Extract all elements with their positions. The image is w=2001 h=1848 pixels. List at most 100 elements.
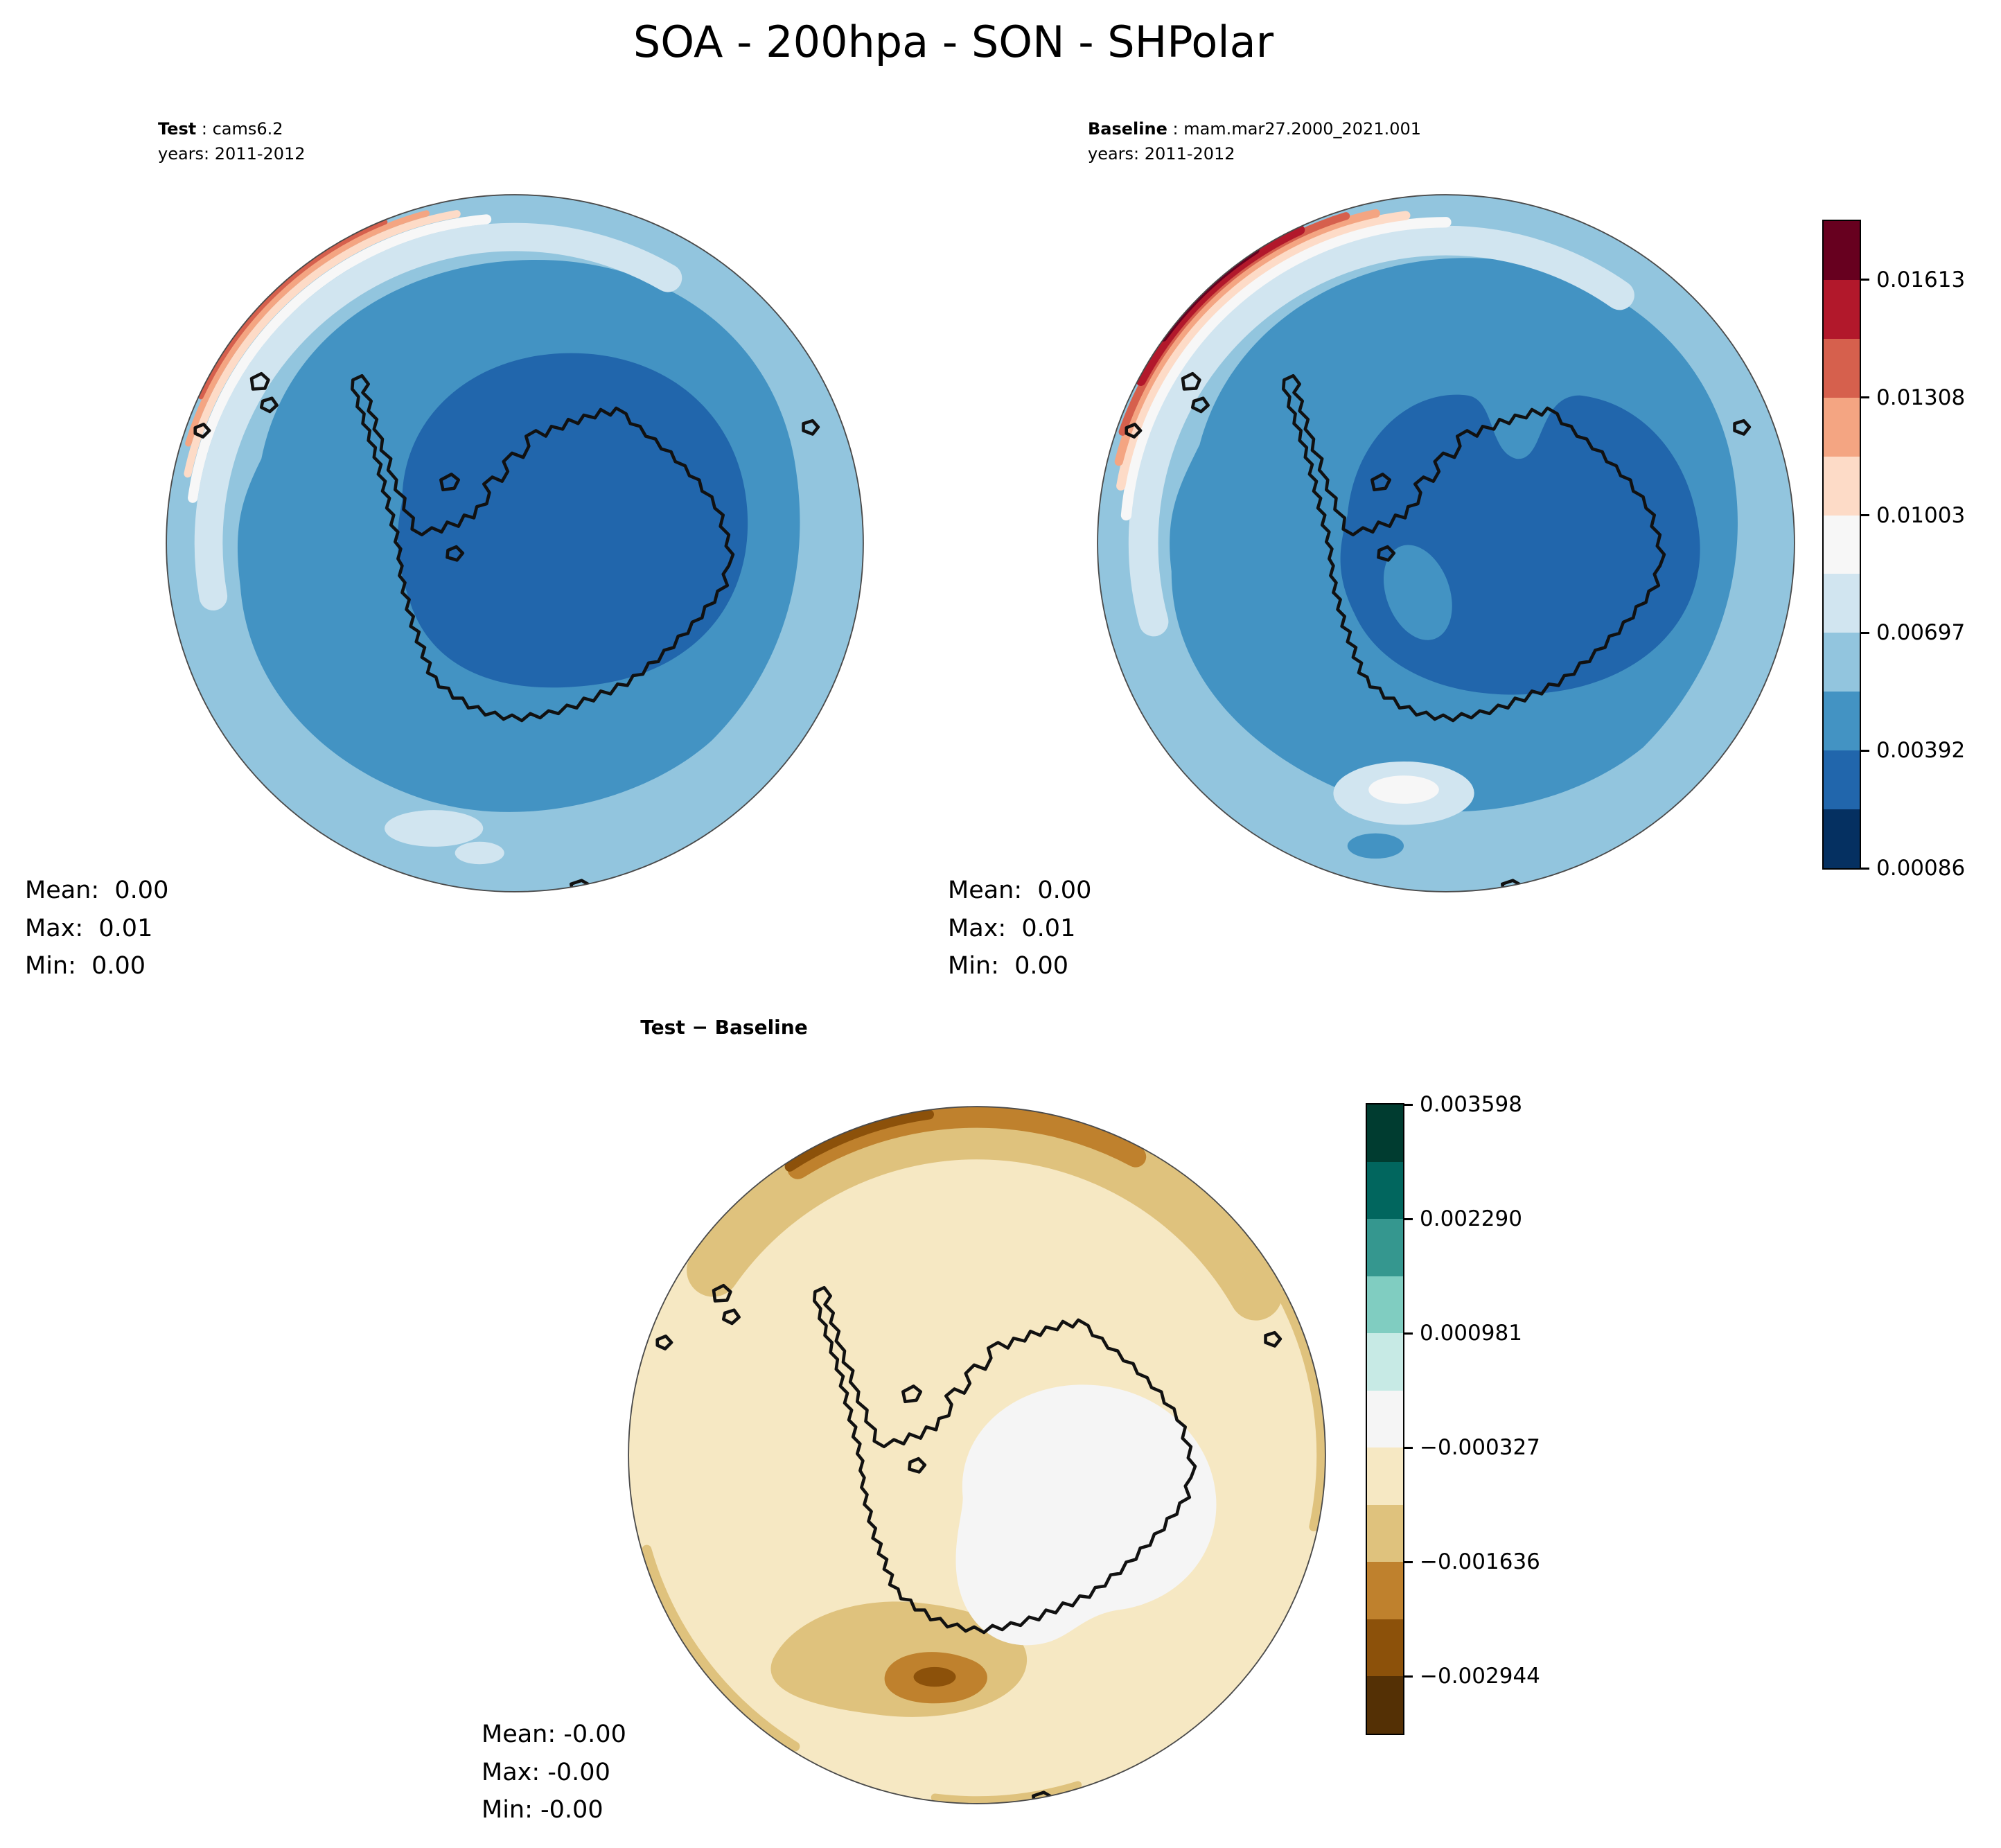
contour-medium-spot-bottom (1347, 833, 1404, 859)
tick-mark (1404, 1332, 1413, 1335)
contour-dark-blue-core (397, 353, 748, 688)
contour-rim-tan-right (1276, 1289, 1325, 1531)
tick-label: −0.000327 (1420, 1435, 1540, 1461)
tick-label: 0.00392 (1876, 738, 1966, 764)
diff-map (628, 1106, 1326, 1804)
colorbar-segment (1824, 750, 1860, 810)
tick-mark (1861, 631, 1869, 634)
diff-stat-min: Min: -0.00 (482, 1796, 603, 1824)
tick-label: −0.001636 (1420, 1549, 1540, 1575)
diff-map-contours (628, 1107, 1325, 1804)
tick-label: 0.01003 (1876, 502, 1966, 528)
colorbar-segment (1824, 397, 1860, 457)
colorbar-segment (1824, 338, 1860, 398)
colorbar-segment (1367, 1619, 1403, 1677)
colorbar-segment (1367, 1676, 1403, 1734)
baseline-stat-min: Min: 0.00 (948, 952, 1069, 980)
colorbar-main-track (1824, 221, 1860, 868)
test-map (166, 194, 864, 892)
contour-rim-brown-top (787, 1107, 1147, 1179)
tick-label: 0.002290 (1420, 1206, 1522, 1232)
contour-white-region (955, 1384, 1217, 1646)
tick-mark (1404, 1560, 1413, 1563)
tick-label: 0.00697 (1876, 620, 1966, 646)
colorbar-segment (1824, 574, 1860, 633)
contour-rim-tan-lowerleft (642, 1545, 800, 1752)
colorbar-segment (1367, 1447, 1403, 1505)
colorbar-segment (1367, 1390, 1403, 1448)
contour-rim-pale (194, 222, 682, 611)
contour-rim-white (188, 214, 492, 503)
contour-pale-spot-2 (455, 841, 504, 865)
contour-rim-pink (184, 210, 461, 478)
tick-label: 0.00086 (1876, 856, 1966, 881)
contour-rim-tan-bottom (931, 1781, 1082, 1804)
diff-panel-title: Test − Baseline (640, 1016, 808, 1039)
colorbar-segment (1367, 1504, 1403, 1563)
tick-mark (1861, 749, 1869, 752)
colorbar-diff: 0.003598 0.002290 0.000981 −0.000327 −0.… (1366, 1092, 1540, 1735)
diff-stats: Mean: -0.00 Max: -0.00 Min: -0.00 (482, 1716, 626, 1829)
tick-mark (1404, 1103, 1413, 1106)
colorbar-main: 0.01613 0.01308 0.01003 0.00697 0.00392 … (1822, 220, 1965, 881)
tick-label: −0.002944 (1420, 1664, 1540, 1689)
colorbar-segment (1367, 1105, 1403, 1162)
baseline-map-contours (1098, 195, 1795, 892)
baseline-stats: Mean: 0.00 Max: 0.01 Min: 0.00 (948, 872, 1091, 985)
test-stats: Mean: 0.00 Max: 0.01 Min: 0.00 (25, 872, 168, 985)
tick-label: 0.01613 (1876, 267, 1966, 292)
colorbar-segment (1824, 633, 1860, 692)
baseline-stat-mean: Mean: 0.00 (948, 877, 1092, 904)
test-map-contours (166, 195, 863, 892)
diff-stat-mean: Mean: -0.00 (482, 1721, 626, 1748)
colorbar-segment (1367, 1161, 1403, 1220)
figure-title: SOA - 200hpa - SON - SHPolar (633, 17, 1274, 67)
tick-mark (1404, 1675, 1413, 1678)
tick-mark (1404, 1446, 1413, 1449)
baseline-map (1097, 194, 1795, 892)
contour-rim-tan-top (687, 1107, 1282, 1321)
colorbar-segment (1367, 1219, 1403, 1276)
tick-label: 0.01308 (1876, 385, 1966, 410)
colorbar-diff-track (1367, 1105, 1403, 1734)
contour-rim-salmon (1114, 209, 1380, 466)
colorbar-segment (1367, 1276, 1403, 1334)
colorbar-segment (1367, 1562, 1403, 1619)
diff-map-border (628, 1106, 1326, 1804)
test-run-label: Test : cams6.2 (158, 119, 283, 139)
contour-rim-salmon (185, 210, 430, 447)
tick-label: 0.000981 (1420, 1321, 1522, 1346)
contour-darkbrown-dot (913, 1666, 956, 1687)
tick-mark (1861, 514, 1869, 516)
contour-core-light-inlet (1383, 545, 1452, 640)
contour-rim-pale (1128, 225, 1634, 637)
contour-rim-darkbrown-top (784, 1109, 935, 1172)
test-stat-min: Min: 0.00 (25, 952, 146, 980)
contour-rim-red (198, 219, 388, 400)
baseline-stat-max: Max: 0.01 (948, 914, 1076, 942)
baseline-run-label: Baseline : mam.mar27.2000_2021.001 (1088, 119, 1422, 139)
contour-white-bottom (1368, 775, 1439, 804)
test-stat-max: Max: 0.01 (25, 914, 153, 942)
test-panel-label: Test : cams6.2 years: 2011-2012 (158, 116, 306, 166)
colorbar-segment (1824, 456, 1860, 516)
tick-mark (1861, 396, 1869, 399)
tick-mark (1404, 1217, 1413, 1220)
contour-rim-white (1120, 217, 1452, 521)
baseline-years-label: years: 2011-2012 (1088, 144, 1235, 164)
contour-pale-spot-1 (385, 810, 484, 847)
colorbar-segment (1824, 692, 1860, 751)
colorbar-segment (1824, 515, 1860, 574)
contour-rim-darkred (1136, 225, 1305, 386)
colorbar-segment (1824, 221, 1860, 280)
test-map-border (166, 194, 864, 892)
tick-mark (1861, 867, 1869, 870)
baseline-map-border (1097, 194, 1795, 892)
colorbar-segment (1824, 279, 1860, 339)
colorbar-segment (1367, 1333, 1403, 1391)
tick-label: 0.003598 (1420, 1092, 1522, 1117)
colorbar-segment (1824, 809, 1860, 868)
test-years-label: years: 2011-2012 (158, 144, 306, 164)
tick-mark (1861, 279, 1869, 281)
